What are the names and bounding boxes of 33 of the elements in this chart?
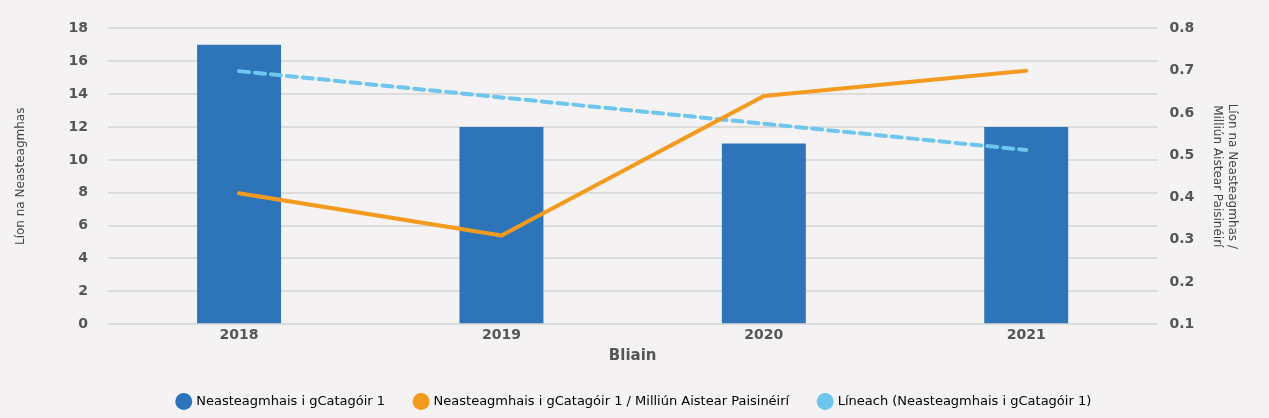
y-tick-label: 18 [68,19,88,36]
legend-label: Neasteagmhais i gCatagóir 1 / Milliún Aistear Paisinéirí [433,392,790,408]
legend-label: Neasteagmhais i gCatagóir 1 [196,392,386,408]
y2-tick-label: 0.4 [1169,188,1195,205]
y-tick-label: 6 [78,216,88,233]
bar [984,127,1069,324]
y-tick-label: 8 [78,183,88,200]
y-axis-title: Líon na Neasteagmhas [13,107,28,246]
bar [721,143,806,324]
y2-tick-label: 0.5 [1169,145,1195,162]
y2-tick-label: 0.2 [1169,272,1195,289]
x-tick-label: 2018 [219,326,259,343]
legend-label: Líneach (Neasteagmhais i gCatagóir 1) [837,392,1092,408]
y-tick-label: 10 [68,150,89,167]
y2-tick-label: 0.8 [1169,19,1195,36]
line-series [237,69,1029,153]
x-tick-label: 2019 [481,326,521,343]
y-tick-label: 4 [78,249,89,266]
y-tick-label: 12 [68,117,88,134]
y2-tick-label: 0.3 [1169,230,1195,247]
x-axis-title: Bliain [608,345,657,364]
y-tick-label: 0 [78,314,89,331]
y-tick-label: 2 [78,281,88,298]
bar [459,127,544,324]
x-tick-label: 2020 [744,326,784,343]
y2-axis-title: Líon na Neasteagmhas / Milliún Aistear Paisinéirí [1211,103,1240,250]
y-tick-label: 14 [68,84,89,101]
x-tick-label: 2021 [1006,326,1046,343]
y-tick-label: 16 [68,51,88,68]
y2-tick-label: 0.7 [1169,61,1195,78]
y2-tick-label: 0.1 [1169,314,1195,331]
y2-tick-label: 0.6 [1169,103,1195,120]
bar [197,44,282,324]
